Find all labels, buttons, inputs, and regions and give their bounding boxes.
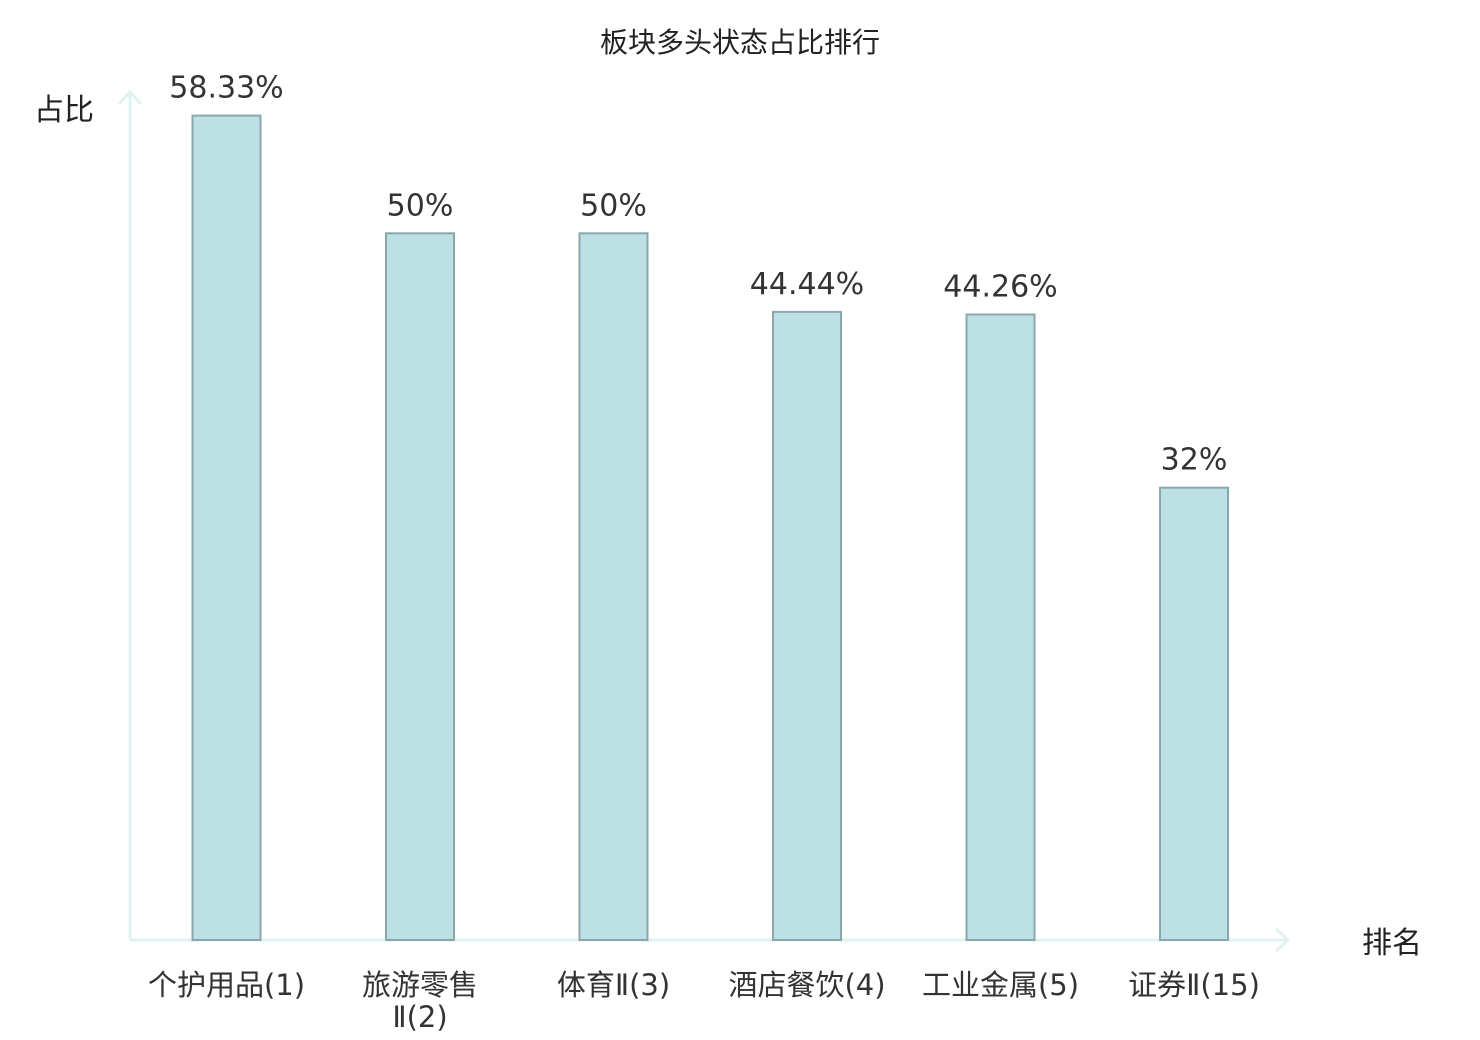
category-label-2-line-1: 旅游零售 [362,968,478,1002]
bar-5 [965,313,1036,941]
category-label-2-line-2: Ⅱ(2) [392,1000,447,1034]
bar-4 [772,310,842,941]
bar-1 [191,114,262,942]
bars-group [191,114,1229,942]
value-label-2: 50% [387,188,454,223]
value-label-6: 32% [1161,443,1228,478]
y-axis-label: 占比 [34,93,94,128]
category-label-1: 个护用品(1) [148,968,305,1002]
y-axis-arrow-icon [117,89,143,106]
value-label-4: 44.44% [750,267,864,302]
value-label-5: 44.26% [943,270,1057,305]
value-label-3: 50% [580,188,647,223]
bar-2 [385,232,455,942]
x-axis-label: 排名 [1362,926,1422,961]
x-axis-arrow-icon [1274,927,1291,953]
category-label-5: 工业金属(5) [922,968,1079,1002]
category-label-4: 酒店餐饮(4) [728,968,885,1002]
bar-6 [1159,486,1229,941]
value-label-1: 58.33% [169,71,283,106]
chart-title: 板块多头状态占比排行 [600,26,880,59]
category-label-6: 证券Ⅱ(15) [1128,968,1260,1002]
category-label-3: 体育Ⅱ(3) [557,968,670,1002]
bar-3 [578,232,649,942]
value-labels-group: 58.33% 50% 50% 44.44% 44.26% 32% [169,71,1227,478]
